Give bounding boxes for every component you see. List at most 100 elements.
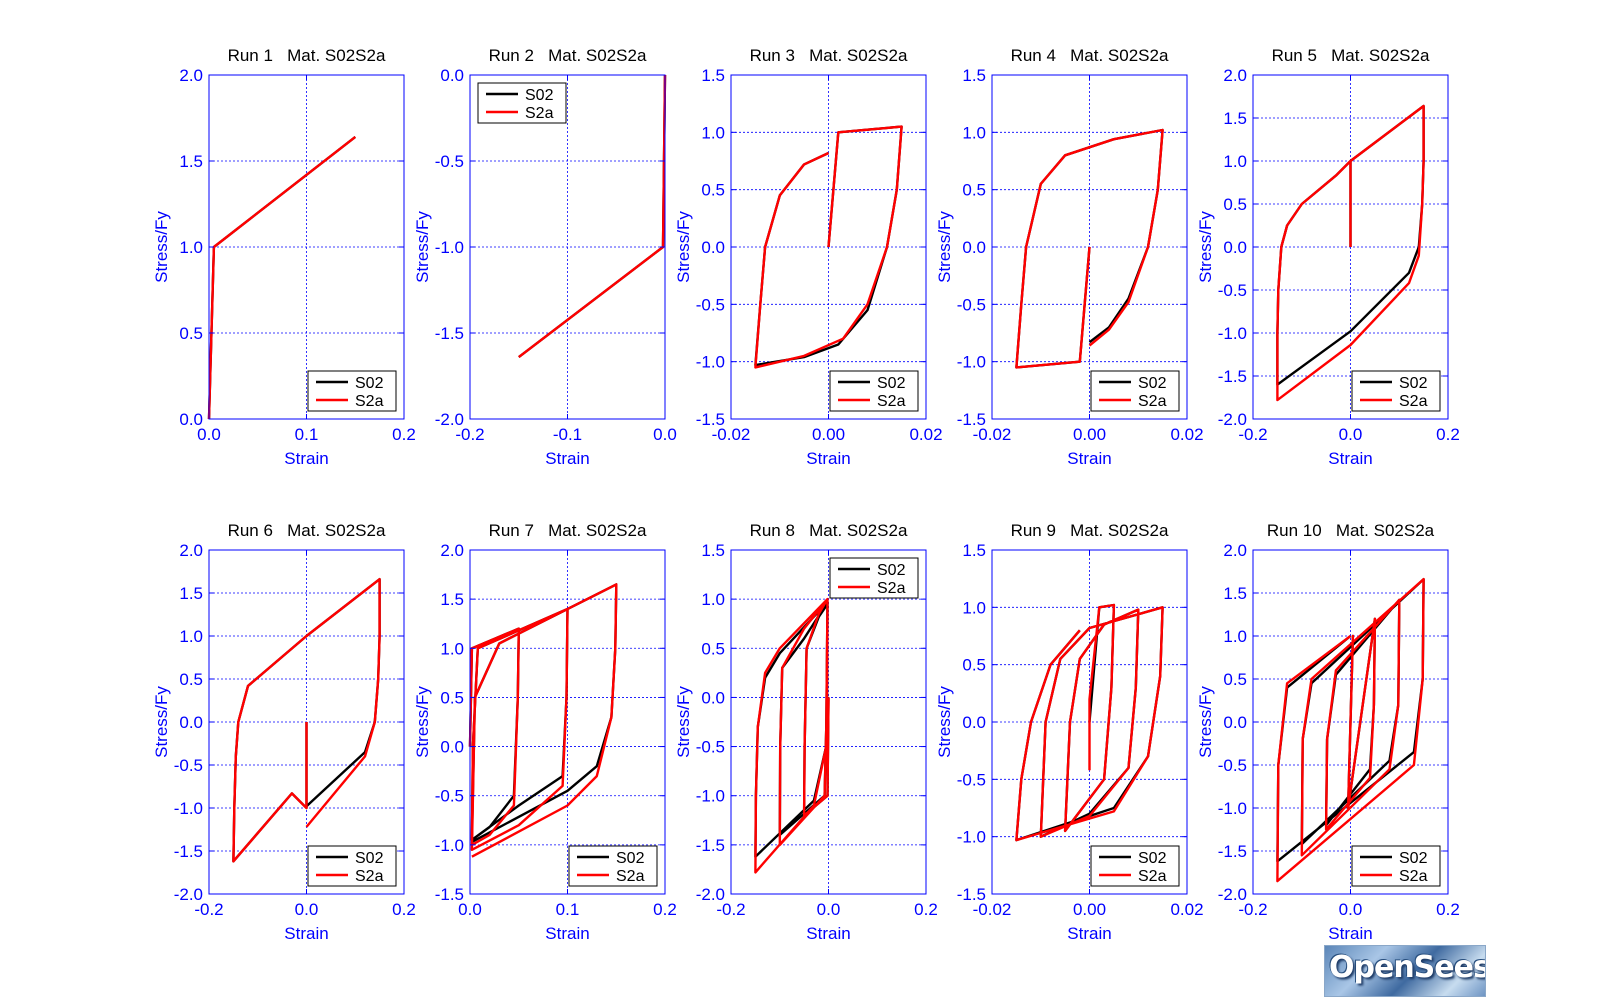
legend-label-s2a: S2a	[877, 393, 906, 410]
y-tick-label: -0.5	[1218, 281, 1247, 300]
y-tick-label: -2.0	[435, 410, 464, 429]
x-tick-label: -0.2	[455, 425, 484, 444]
chart-panel-5: -2.0 -1.5 -1.0 -0.5 0.0 0.5 1.0 1.5 2.0 -0.2 0.0 0.…	[1196, 46, 1460, 468]
y-axis-label: Stress/Fy	[674, 686, 693, 758]
series-line-s02	[754, 600, 830, 858]
y-tick-label: -1.5	[696, 410, 725, 429]
legend-label-s02: S02	[355, 375, 384, 392]
y-tick-label: 0.5	[440, 688, 464, 707]
y-tick-label: -1.5	[957, 885, 986, 904]
x-axis-label: Strain	[806, 449, 850, 468]
legend-label-s2a: S2a	[1138, 868, 1167, 885]
y-tick-label: 1.0	[962, 598, 986, 617]
y-axis-label: Stress/Fy	[152, 211, 171, 283]
opensees-logo: OpenSees	[1324, 945, 1486, 997]
y-tick-label: 0.0	[1223, 713, 1247, 732]
y-tick-label: 2.0	[440, 541, 464, 560]
x-tick-label: 0.2	[1436, 425, 1460, 444]
y-tick-label: -1.0	[435, 238, 464, 257]
y-tick-label: 2.0	[179, 541, 203, 560]
series-line-s2a	[468, 583, 618, 858]
legend: S02S2a	[1351, 370, 1441, 412]
y-tick-label: -1.0	[435, 836, 464, 855]
y-tick-label: 1.0	[701, 590, 725, 609]
legend-box	[307, 845, 397, 887]
y-tick-label: 1.5	[179, 152, 203, 171]
y-tick-label: 1.0	[179, 238, 203, 257]
x-tick-label: 0.2	[653, 900, 677, 919]
y-axis-label: Stress/Fy	[1196, 211, 1215, 283]
y-tick-label: -2.0	[696, 885, 725, 904]
chart-title: Run 6 Mat. S02S2a	[228, 521, 386, 540]
legend-box	[477, 82, 567, 124]
x-tick-label: 0.00	[1073, 900, 1106, 919]
y-axis-label: Stress/Fy	[935, 211, 954, 283]
x-tick-label: -0.1	[553, 425, 582, 444]
x-tick-label: -0.2	[194, 900, 223, 919]
x-tick-label: 0.0	[458, 900, 482, 919]
chart-panel-8: -2.0 -1.5 -1.0 -0.5 0.0 0.5 1.0 1.5 -0.2 0.0 0.2 Ru…	[674, 521, 938, 943]
legend-label-s02: S02	[1138, 375, 1167, 392]
chart-title: Run 4 Mat. S02S2a	[1011, 46, 1169, 65]
legend: S02S2a	[307, 370, 397, 412]
series-line-s2a	[232, 578, 381, 863]
y-axis-label: Stress/Fy	[1196, 686, 1215, 758]
y-tick-label: -0.5	[435, 152, 464, 171]
legend: S02S2a	[1351, 845, 1441, 887]
x-tick-label: 0.0	[295, 900, 319, 919]
chart-title: Run 2 Mat. S02S2a	[489, 46, 647, 65]
x-tick-label: 0.1	[556, 900, 580, 919]
y-tick-label: 0.5	[1223, 670, 1247, 689]
y-tick-label: -1.5	[957, 410, 986, 429]
series-line-s2a	[1015, 128, 1164, 369]
y-tick-label: -0.5	[696, 738, 725, 757]
x-tick-label: 0.02	[1170, 425, 1203, 444]
y-tick-label: 1.5	[962, 66, 986, 85]
y-tick-label: -2.0	[1218, 410, 1247, 429]
y-tick-label: 2.0	[179, 66, 203, 85]
x-axis-label: Strain	[284, 924, 328, 943]
legend-label-s02: S02	[1399, 850, 1428, 867]
chart-panel-3: -1.5 -1.0 -0.5 0.0 0.5 1.0 1.5 -0.02 0.00 0.02 Run…	[674, 46, 943, 468]
y-tick-label: 2.0	[1223, 541, 1247, 560]
x-tick-label: -0.2	[1238, 425, 1267, 444]
y-tick-label: -0.5	[1218, 756, 1247, 775]
x-tick-label: -0.02	[973, 425, 1012, 444]
y-tick-label: -0.5	[435, 787, 464, 806]
x-tick-label: 0.02	[909, 425, 942, 444]
x-tick-label: 0.2	[1436, 900, 1460, 919]
legend: S02S2a	[307, 845, 397, 887]
y-tick-label: 0.0	[701, 238, 725, 257]
legend-label-s02: S02	[877, 562, 906, 579]
x-tick-label: 0.02	[1170, 900, 1203, 919]
x-tick-label: -0.02	[712, 425, 751, 444]
y-tick-label: -0.5	[696, 295, 725, 314]
y-tick-label: -0.5	[957, 295, 986, 314]
legend-label-s2a: S2a	[616, 868, 645, 885]
x-axis-label: Strain	[545, 449, 589, 468]
x-axis-label: Strain	[1067, 449, 1111, 468]
x-axis-label: Strain	[284, 449, 328, 468]
y-tick-label: 0.0	[701, 688, 725, 707]
chart-title: Run 9 Mat. S02S2a	[1011, 521, 1169, 540]
x-tick-label: 0.2	[914, 900, 938, 919]
chart-title: Run 7 Mat. S02S2a	[489, 521, 647, 540]
legend: S02S2a	[1090, 370, 1180, 412]
y-tick-label: -1.0	[957, 828, 986, 847]
x-tick-label: 0.2	[392, 900, 416, 919]
y-tick-label: -1.5	[435, 885, 464, 904]
y-tick-label: 0.0	[440, 738, 464, 757]
y-tick-label: 1.0	[179, 627, 203, 646]
y-tick-label: 0.5	[1223, 195, 1247, 214]
chart-panel-9: -1.5 -1.0 -0.5 0.0 0.5 1.0 1.5 -0.02 0.00 0.02 Run…	[935, 521, 1204, 943]
chart-title: Run 10 Mat. S02S2a	[1267, 521, 1435, 540]
series-line-s2a	[754, 597, 830, 874]
series-line-s2a	[1015, 603, 1164, 842]
y-tick-label: 0.5	[179, 670, 203, 689]
y-tick-label: 1.5	[179, 584, 203, 603]
legend-label-s2a: S2a	[355, 393, 384, 410]
y-tick-label: 2.0	[1223, 66, 1247, 85]
y-tick-label: -1.0	[696, 787, 725, 806]
x-axis-label: Strain	[1328, 449, 1372, 468]
chart-title: Run 1 Mat. S02S2a	[228, 46, 386, 65]
